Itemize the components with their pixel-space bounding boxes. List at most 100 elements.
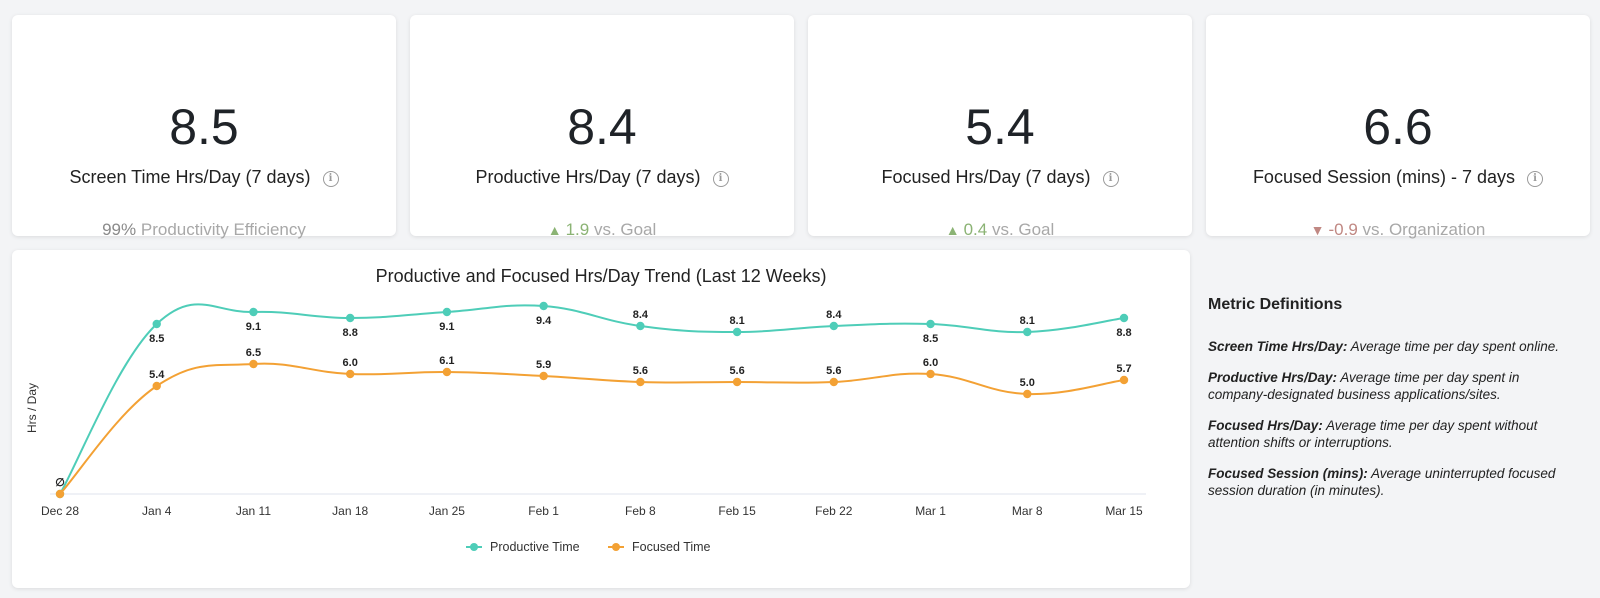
definition-term: Screen Time Hrs/Day: — [1208, 339, 1348, 354]
definition-item: Focused Session (mins): Average uninterr… — [1208, 465, 1578, 499]
definition-item: Focused Hrs/Day: Average time per day sp… — [1208, 417, 1578, 451]
trend-chart-card: Productive and Focused Hrs/Day Trend (La… — [12, 250, 1190, 588]
trend-chart: Hrs / Day Dec 28 Jan 4 Jan 11 Jan 18 Jan 25 Fe… — [25, 301, 1146, 554]
kpi-label: Screen Time Hrs/Day (7 days) i — [12, 166, 396, 188]
x-tick-label: Mar 8 — [1012, 504, 1043, 518]
x-tick-label: Feb 15 — [718, 504, 756, 518]
data-label: 5.9 — [536, 359, 551, 371]
definition-term: Productive Hrs/Day: — [1208, 370, 1338, 385]
data-point — [829, 321, 839, 331]
kpi-card-focused: 5.4 Focused Hrs/Day (7 days) i ▲ 0.4 vs. G… — [808, 15, 1192, 239]
data-point — [55, 489, 65, 499]
kpi-value: 5.4 — [965, 99, 1035, 155]
data-point — [732, 377, 742, 387]
kpi-card-screen-time: 8.5 Screen Time Hrs/Day (7 days) i 99% Pr… — [12, 15, 396, 239]
metric-definitions: Metric Definitions Screen Time Hrs/Day: … — [1208, 296, 1578, 513]
data-point — [926, 319, 935, 329]
data-label: 6.0 — [343, 357, 358, 369]
kpi-footer: 99% Productivity Efficiency — [12, 220, 396, 240]
data-label: 5.6 — [729, 365, 744, 377]
data-point — [636, 377, 645, 387]
legend-marker — [612, 543, 620, 551]
x-tick-label: Dec 28 — [41, 504, 79, 518]
data-point — [152, 381, 161, 391]
data-label: ∅ — [55, 477, 65, 489]
kpi-footer-number: -0.9 — [1328, 220, 1358, 239]
data-point — [152, 319, 161, 329]
data-point — [345, 313, 355, 323]
y-axis-label: Hrs / Day — [25, 383, 39, 433]
data-label: 9.4 — [536, 315, 552, 327]
data-point — [732, 327, 742, 337]
kpi-label: Focused Hrs/Day (7 days) i — [808, 166, 1192, 188]
x-tick-label: Feb 1 — [528, 504, 559, 518]
info-icon[interactable]: i — [322, 171, 339, 187]
kpi-label: Focused Session (mins) - 7 days i — [1206, 166, 1590, 188]
kpi-value: 6.6 — [1363, 99, 1433, 155]
data-label: 5.0 — [1020, 377, 1035, 389]
data-point — [539, 371, 548, 381]
data-point — [829, 377, 839, 387]
data-label: 8.1 — [1020, 315, 1035, 327]
data-label: 6.0 — [923, 357, 938, 369]
data-label: 8.5 — [149, 333, 164, 345]
x-tick-label: Jan 11 — [236, 504, 271, 518]
kpi-card-focused-session: 6.6 Focused Session (mins) - 7 days i ▼ -0… — [1206, 15, 1590, 239]
kpi-footer-text: vs. Organization — [1362, 220, 1486, 239]
data-label: 5.6 — [826, 365, 841, 377]
data-label: 8.8 — [1116, 327, 1131, 339]
x-tick-label: Feb 8 — [625, 504, 656, 518]
data-label: 8.4 — [633, 309, 649, 321]
x-tick-label: Jan 18 — [332, 504, 368, 518]
series-line-productive — [59, 303, 1125, 495]
data-label: 8.4 — [826, 309, 842, 321]
definition-text: Average time per day spent online. — [1350, 339, 1559, 354]
data-point — [539, 301, 548, 311]
info-icon[interactable]: i — [712, 171, 729, 187]
legend-label: Productive Time — [490, 540, 580, 554]
data-point — [636, 321, 645, 331]
definition-term: Focused Hrs/Day: — [1208, 418, 1323, 433]
definition-item: Productive Hrs/Day: Average time per day… — [1208, 369, 1578, 403]
kpi-value: 8.5 — [169, 99, 239, 155]
kpi-footer-text: vs. Goal — [593, 220, 657, 239]
kpi-value: 8.4 — [567, 99, 637, 155]
data-point — [1023, 389, 1032, 399]
data-point — [442, 307, 452, 317]
definition-text: Average time per day spent in company-de… — [1208, 370, 1520, 402]
x-tick-label: Feb 22 — [815, 504, 853, 518]
x-tick-label: Jan 25 — [429, 504, 465, 518]
triangle-down-icon: ▼ — [1310, 222, 1325, 238]
kpi-label-text: Focused Session (mins) - 7 days — [1252, 167, 1516, 187]
definition-item: Screen Time Hrs/Day: Average time per da… — [1208, 338, 1578, 355]
kpi-label-text: Productive Hrs/Day (7 days) — [475, 167, 701, 187]
kpi-footer-number: 99% — [102, 220, 137, 239]
legend-label: Focused Time — [632, 540, 711, 554]
data-point — [1119, 313, 1129, 323]
x-tick-label: Jan 4 — [142, 504, 172, 518]
kpi-footer-number: 1.9 — [565, 220, 590, 239]
kpi-footer: ▼ -0.9 vs. Organization — [1206, 220, 1590, 240]
kpi-footer-number: 0.4 — [963, 220, 988, 239]
info-icon[interactable]: i — [1527, 171, 1544, 187]
data-label: 8.5 — [923, 333, 938, 345]
data-point — [345, 369, 355, 379]
data-point — [1119, 375, 1129, 385]
data-point — [926, 369, 935, 379]
definition-term: Focused Session (mins): — [1208, 466, 1368, 481]
kpi-footer: ▲ 0.4 vs. Goal — [808, 220, 1192, 240]
x-tick-label: Mar 1 — [915, 504, 946, 518]
data-label: 5.7 — [1116, 363, 1131, 375]
definition-text: Average time per day spent without atten… — [1208, 418, 1538, 450]
series-line-focused — [59, 362, 1125, 495]
definitions-title: Metric Definitions — [1208, 296, 1343, 313]
data-point — [249, 307, 258, 317]
data-label: 9.1 — [246, 321, 261, 333]
data-label: 5.6 — [633, 365, 648, 377]
info-icon[interactable]: i — [1102, 171, 1119, 187]
kpi-label: Productive Hrs/Day (7 days) i — [410, 166, 794, 188]
kpi-footer-text: Productivity Efficiency — [140, 220, 306, 239]
data-label: 9.1 — [439, 321, 454, 333]
triangle-up-icon: ▲ — [945, 222, 960, 238]
data-label: 8.1 — [729, 315, 744, 327]
